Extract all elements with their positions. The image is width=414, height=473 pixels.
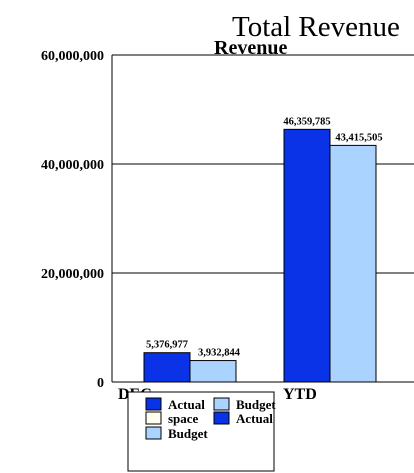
- legend-label: Actual: [168, 397, 205, 412]
- legend-label: space: [168, 411, 199, 426]
- legend-swatch: [145, 426, 162, 440]
- y-tick-label: 60,000,000: [41, 49, 104, 64]
- data-label: 46,359,785: [283, 116, 330, 127]
- x-tick-label: YTD: [283, 386, 317, 403]
- chart-title: Total Revenue: [232, 11, 400, 43]
- bar-actual-ytd: [283, 128, 331, 383]
- data-label: 3,932,844: [198, 348, 241, 359]
- legend-label: Budget: [168, 426, 208, 441]
- bar-budget-dec: [189, 360, 237, 383]
- bar-budget-ytd: [329, 144, 377, 383]
- bars: [143, 128, 377, 383]
- y-tick-labels: 0 20,000,000 40,000,000 60,000,000: [41, 49, 104, 391]
- legend-swatch: [213, 411, 230, 425]
- chart-subtitle: Revenue: [214, 37, 287, 59]
- legend-label: Budget: [236, 397, 276, 412]
- data-labels: 5,376,977 3,932,844 46,359,785 43,415,505: [146, 116, 383, 358]
- legend-label: Actual: [236, 411, 273, 426]
- data-label: 5,376,977: [146, 340, 188, 351]
- y-tick-label: 0: [97, 376, 104, 391]
- legend-swatch: [145, 411, 162, 425]
- y-tick-label: 20,000,000: [41, 267, 104, 282]
- y-tick-label: 40,000,000: [41, 158, 104, 173]
- legend-swatch: [145, 397, 162, 411]
- data-label: 43,415,505: [335, 132, 382, 143]
- bar-actual-dec: [143, 352, 191, 383]
- legend-swatch: [213, 397, 230, 411]
